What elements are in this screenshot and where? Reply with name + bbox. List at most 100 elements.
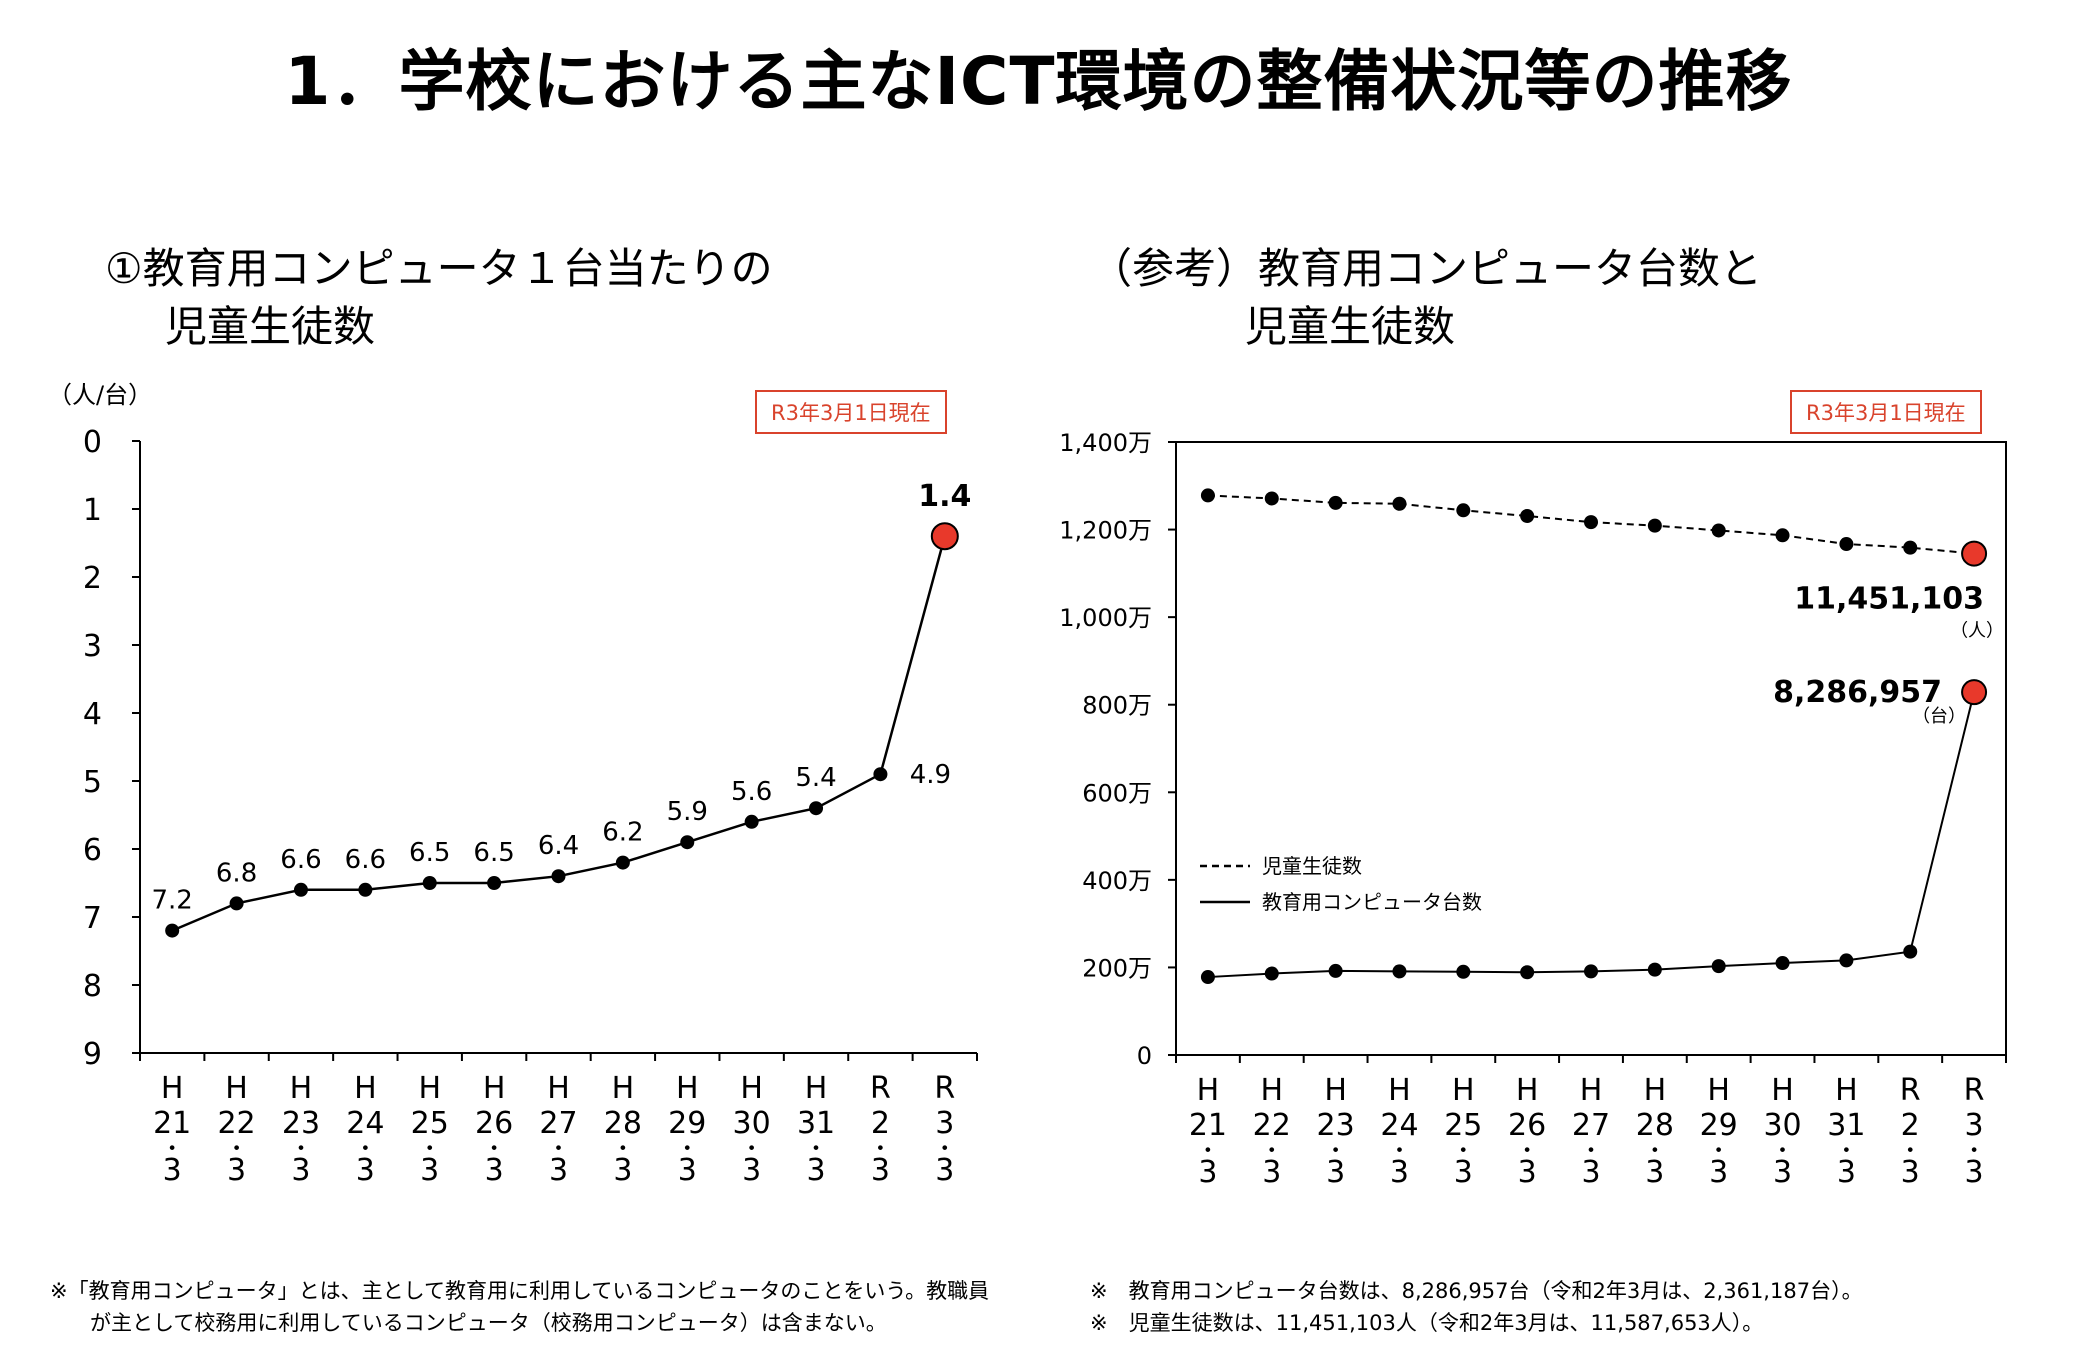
- left-data-point-highlight: [930, 522, 959, 551]
- left-y-tick-label: 1: [83, 493, 102, 528]
- right-x-tick-label: ・: [1963, 1139, 1985, 1164]
- right-x-tick-label: 3: [1837, 1155, 1856, 1190]
- right-x-tick-label: 30: [1763, 1108, 1801, 1143]
- right-x-tick-label: H: [1388, 1073, 1411, 1108]
- right-x-tick-label: 3: [1645, 1155, 1664, 1190]
- left-x-tick-label: 3: [291, 1153, 310, 1188]
- left-x-tick-label: 21: [153, 1106, 191, 1141]
- left-y-tick-label: 7: [83, 901, 102, 936]
- right-x-tick-label: 24: [1380, 1108, 1418, 1143]
- right-x-tick-label: 25: [1444, 1108, 1482, 1143]
- right-x-tick-label: H: [1324, 1073, 1347, 1108]
- right-x-tick-label: ・: [1835, 1139, 1857, 1164]
- left-y-tick-label: 9: [83, 1037, 102, 1072]
- left-x-tick-label: H: [161, 1071, 184, 1106]
- left-x-tick-label: ・: [612, 1137, 634, 1162]
- right-x-tick-label: H: [1197, 1073, 1220, 1108]
- right-x-tick-label: 27: [1572, 1108, 1610, 1143]
- right-data-point: [1584, 515, 1598, 530]
- right-x-tick-label: ・: [1261, 1139, 1283, 1164]
- left-y-tick-label: 3: [83, 629, 102, 664]
- left-x-tick-label: 22: [217, 1106, 255, 1141]
- right-x-tick-label: 3: [1901, 1155, 1920, 1190]
- right-plot-frame: [1175, 441, 2007, 1056]
- right-data-point: [1392, 496, 1407, 511]
- left-x-tick-label: ・: [483, 1137, 505, 1162]
- right-x-tick-label: R: [1964, 1073, 1985, 1108]
- right-data-point: [1839, 537, 1854, 552]
- right-data-point: [1711, 959, 1726, 974]
- left-x-tick-label: 3: [227, 1153, 246, 1188]
- left-data-point: [744, 814, 759, 829]
- left-y-tick-label: 4: [83, 697, 102, 732]
- right-end-unit-computers: （台）: [1912, 706, 1966, 727]
- right-data-point: [1264, 491, 1279, 506]
- left-x-tick-label: 24: [346, 1106, 384, 1141]
- right-y-tick-label: 1,200万: [1059, 517, 1152, 545]
- left-x-tick-label: 3: [485, 1153, 504, 1188]
- left-data-label: 6.6: [280, 845, 321, 875]
- left-x-tick-label: ・: [741, 1137, 763, 1162]
- right-x-tick-label: 3: [1198, 1155, 1217, 1190]
- right-x-tick-label: ・: [1197, 1139, 1219, 1164]
- right-x-tick-label: H: [1707, 1073, 1730, 1108]
- left-x-tick-label: H: [740, 1071, 763, 1106]
- right-x-tick-label: ・: [1772, 1139, 1794, 1164]
- right-x-tick-label: 23: [1317, 1108, 1355, 1143]
- left-y-tick-label: 6: [83, 833, 102, 868]
- left-x-tick-label: ・: [161, 1137, 183, 1162]
- left-x-tick-label: H: [676, 1071, 699, 1106]
- left-x-tick-label: R: [934, 1071, 955, 1106]
- left-data-point: [551, 869, 566, 884]
- right-x-tick-label: 3: [1965, 1155, 1984, 1190]
- left-chart-title-line2: 児童生徒数: [165, 302, 376, 351]
- right-chart-plot: 0200万400万600万800万1,000万1,200万1,400万H21・3…: [1059, 429, 2007, 1190]
- left-x-tick-label: 2: [871, 1106, 890, 1141]
- left-x-tick-label: 3: [935, 1153, 954, 1188]
- left-x-tick-label: 28: [604, 1106, 642, 1141]
- left-x-tick-label: 3: [163, 1153, 182, 1188]
- left-data-point: [809, 801, 824, 816]
- right-data-point: [1392, 964, 1407, 979]
- left-data-label: 5.9: [667, 797, 708, 827]
- right-x-tick-label: 31: [1827, 1108, 1865, 1143]
- left-x-tick-label: 3: [806, 1153, 825, 1188]
- left-x-tick-label: ・: [869, 1137, 891, 1162]
- right-y-tick-label: 400万: [1082, 867, 1152, 895]
- left-x-tick-label: 27: [539, 1106, 577, 1141]
- left-x-tick-label: 3: [678, 1153, 697, 1188]
- left-x-tick-label: H: [547, 1071, 570, 1106]
- right-x-tick-label: 22: [1253, 1108, 1291, 1143]
- page-title: 1．学校における主なICT環境の整備状況等の推移: [284, 43, 1793, 120]
- right-x-tick-label: ・: [1899, 1139, 1921, 1164]
- right-x-tick-label: ・: [1516, 1139, 1538, 1164]
- right-data-point: [1647, 962, 1662, 977]
- left-x-tick-label: ・: [547, 1137, 569, 1162]
- left-x-tick-label: 3: [420, 1153, 439, 1188]
- right-data-point: [1903, 944, 1918, 959]
- right-x-tick-label: H: [1580, 1073, 1603, 1108]
- right-x-tick-label: 29: [1700, 1108, 1738, 1143]
- legend-computers-label: 教育用コンピュータ台数: [1262, 890, 1482, 914]
- right-x-tick-label: 3: [1262, 1155, 1281, 1190]
- left-x-tick-label: ・: [354, 1137, 376, 1162]
- left-x-tick-label: 3: [356, 1153, 375, 1188]
- left-data-label: 6.2: [602, 818, 643, 848]
- left-data-label: 6.5: [409, 838, 450, 868]
- left-x-tick-label: H: [290, 1071, 313, 1106]
- right-footnote-line1: ※ 教育用コンピュータ台数は、8,286,957台（令和2年3月は、2,361,…: [1090, 1279, 1863, 1303]
- left-x-tick-label: H: [354, 1071, 377, 1106]
- left-x-tick-label: 30: [733, 1106, 771, 1141]
- left-data-point: [229, 896, 244, 911]
- left-data-label: 1.4: [918, 479, 971, 514]
- right-x-tick-label: 3: [1326, 1155, 1345, 1190]
- right-chart-date-badge: R3年3月1日現在: [1790, 390, 1982, 434]
- left-x-tick-label: 3: [742, 1153, 761, 1188]
- right-data-point-highlight: [1961, 679, 1988, 706]
- left-data-label: 5.6: [731, 777, 772, 807]
- right-data-point: [1584, 964, 1598, 979]
- right-data-point: [1328, 495, 1343, 510]
- right-x-tick-label: 3: [1390, 1155, 1409, 1190]
- right-x-tick-label: 28: [1636, 1108, 1674, 1143]
- left-data-label: 6.6: [345, 845, 386, 875]
